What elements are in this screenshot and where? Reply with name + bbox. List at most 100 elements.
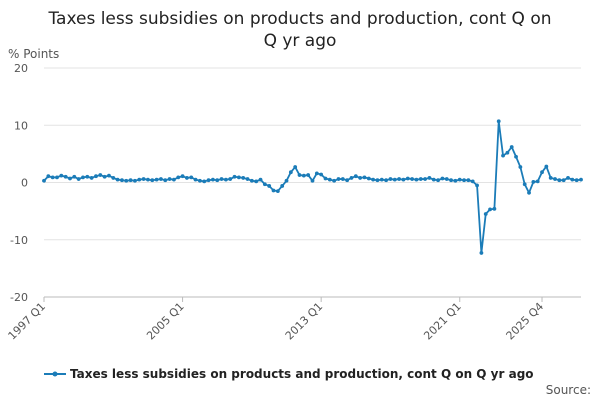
data-point[interactable] xyxy=(288,170,293,175)
data-point[interactable] xyxy=(444,177,449,181)
data-point[interactable] xyxy=(505,150,510,155)
data-point[interactable] xyxy=(405,176,410,181)
data-point[interactable] xyxy=(163,178,168,183)
data-point[interactable] xyxy=(379,177,384,182)
data-point[interactable] xyxy=(280,184,285,188)
data-point[interactable] xyxy=(457,177,462,182)
data-point[interactable] xyxy=(167,177,172,181)
data-point[interactable] xyxy=(159,177,163,181)
data-point[interactable] xyxy=(42,178,46,183)
data-point[interactable] xyxy=(570,177,575,182)
data-point[interactable] xyxy=(249,178,254,183)
data-point[interactable] xyxy=(427,176,432,180)
data-point[interactable] xyxy=(137,177,142,182)
data-point[interactable] xyxy=(301,173,306,178)
data-point[interactable] xyxy=(262,182,267,187)
data-point[interactable] xyxy=(89,176,94,180)
data-point[interactable] xyxy=(102,174,107,179)
data-point[interactable] xyxy=(306,173,311,177)
data-point[interactable] xyxy=(323,176,328,181)
data-point[interactable] xyxy=(371,177,376,182)
data-point[interactable] xyxy=(496,119,501,124)
data-point[interactable] xyxy=(388,177,393,181)
data-point[interactable] xyxy=(462,178,466,183)
data-point[interactable] xyxy=(275,189,280,193)
data-point[interactable] xyxy=(146,177,150,182)
data-point[interactable] xyxy=(332,178,337,183)
data-point[interactable] xyxy=(206,178,211,183)
data-point[interactable] xyxy=(185,176,189,180)
data-point[interactable] xyxy=(232,174,237,179)
data-point[interactable] xyxy=(375,178,380,183)
data-point[interactable] xyxy=(59,173,64,178)
data-point[interactable] xyxy=(353,174,358,179)
data-point[interactable] xyxy=(68,176,72,181)
data-point[interactable] xyxy=(193,177,198,182)
data-point[interactable] xyxy=(215,178,220,183)
data-point[interactable] xyxy=(362,175,367,180)
data-point[interactable] xyxy=(267,184,272,188)
data-point[interactable] xyxy=(228,177,233,181)
data-point[interactable] xyxy=(310,178,315,183)
data-point[interactable] xyxy=(111,176,116,180)
data-point[interactable] xyxy=(198,178,202,183)
data-point[interactable] xyxy=(202,179,207,184)
data-point[interactable] xyxy=(340,177,345,181)
data-point[interactable] xyxy=(128,178,133,183)
data-point[interactable] xyxy=(501,153,505,158)
data-point[interactable] xyxy=(440,176,445,181)
data-point[interactable] xyxy=(55,175,59,180)
data-point[interactable] xyxy=(241,176,246,180)
data-point[interactable] xyxy=(358,176,363,180)
data-point[interactable] xyxy=(124,178,129,183)
data-point[interactable] xyxy=(293,165,298,169)
data-point[interactable] xyxy=(319,172,324,177)
data-point[interactable] xyxy=(189,175,194,180)
data-point[interactable] xyxy=(154,177,159,182)
data-point[interactable] xyxy=(50,175,55,180)
data-point[interactable] xyxy=(414,177,419,182)
data-point[interactable] xyxy=(544,164,549,169)
data-point[interactable] xyxy=(98,173,103,177)
data-point[interactable] xyxy=(509,145,514,149)
data-point[interactable] xyxy=(410,177,414,181)
data-point[interactable] xyxy=(392,177,397,182)
data-point[interactable] xyxy=(254,179,259,184)
data-point[interactable] xyxy=(176,175,181,180)
data-point[interactable] xyxy=(518,165,523,169)
data-point[interactable] xyxy=(384,178,389,183)
data-point[interactable] xyxy=(172,177,176,182)
data-point[interactable] xyxy=(120,178,124,183)
data-point[interactable] xyxy=(449,178,453,183)
data-point[interactable] xyxy=(297,173,302,177)
data-point[interactable] xyxy=(336,177,341,181)
data-point[interactable] xyxy=(349,176,354,180)
data-point[interactable] xyxy=(423,177,427,181)
data-point[interactable] xyxy=(540,170,544,175)
data-point[interactable] xyxy=(492,206,497,211)
data-point[interactable] xyxy=(535,179,540,184)
data-point[interactable] xyxy=(141,177,146,181)
data-point[interactable] xyxy=(431,177,436,182)
data-point[interactable] xyxy=(63,174,68,179)
data-point[interactable] xyxy=(522,182,527,187)
data-point[interactable] xyxy=(514,154,518,159)
data-point[interactable] xyxy=(553,177,557,181)
data-point[interactable] xyxy=(236,175,241,180)
data-point[interactable] xyxy=(180,174,185,179)
data-point[interactable] xyxy=(219,177,224,181)
data-point[interactable] xyxy=(85,174,90,179)
data-point[interactable] xyxy=(453,178,458,183)
data-point[interactable] xyxy=(72,174,77,179)
data-point[interactable] xyxy=(345,178,350,183)
data-point[interactable] xyxy=(223,177,228,182)
data-point[interactable] xyxy=(527,190,531,195)
data-point[interactable] xyxy=(81,175,85,180)
data-point[interactable] xyxy=(470,179,475,184)
data-point[interactable] xyxy=(557,178,562,183)
data-point[interactable] xyxy=(488,207,492,212)
data-point[interactable] xyxy=(397,177,402,181)
data-point[interactable] xyxy=(479,251,484,255)
data-point[interactable] xyxy=(366,176,371,181)
data-point[interactable] xyxy=(133,178,137,183)
